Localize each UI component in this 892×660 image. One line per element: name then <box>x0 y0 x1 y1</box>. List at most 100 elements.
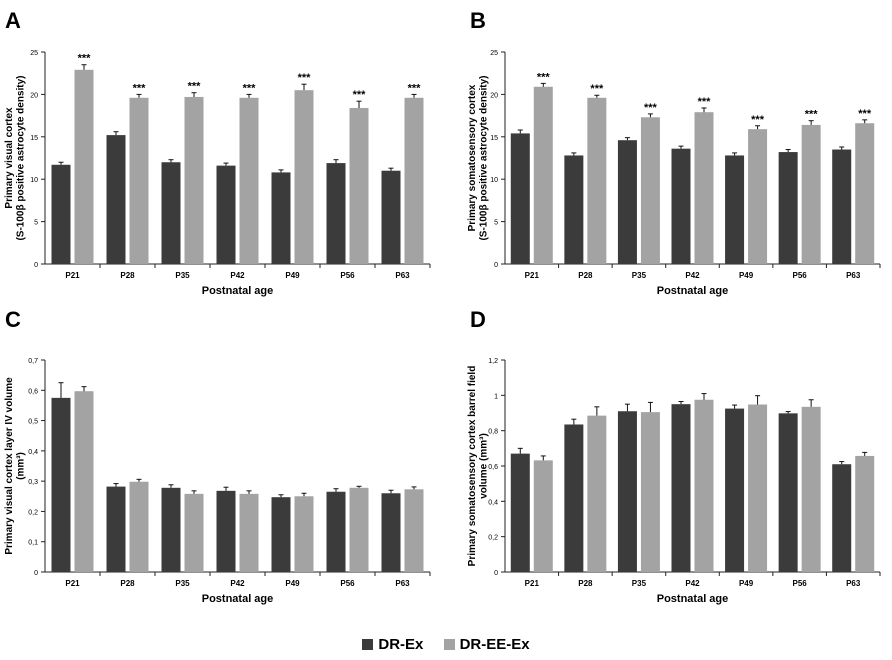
panel-b-significance-marker: *** <box>751 114 765 126</box>
panel-a-bar-dr-ee-ex <box>294 90 314 264</box>
panel-d-x-tick-label: P63 <box>846 579 861 588</box>
panel-b-significance-marker: *** <box>644 102 658 114</box>
panel-c-x-tick-label: P56 <box>340 579 355 588</box>
panel-a-y-tick-label: 5 <box>34 220 38 227</box>
panel-b-x-tick-label: P56 <box>793 271 808 280</box>
panel-d-x-tick-label: P49 <box>739 579 754 588</box>
panel-a-x-tick-label: P56 <box>340 271 355 280</box>
chart-legend: DR-Ex DR-EE-Ex <box>0 636 892 654</box>
panel-c-bar-dr-ex <box>51 397 71 572</box>
panel-d-bar-dr-ex <box>832 464 852 572</box>
panel-c-y-axis-label: Primary visual cortex layer IV volume(mm… <box>4 377 27 555</box>
panel-d-y-tick-label: 0,4 <box>488 499 498 506</box>
panel-c-x-tick-label: P42 <box>230 579 245 588</box>
panel-b-x-tick-label: P35 <box>632 271 647 280</box>
panel-b-x-tick-label: P28 <box>578 271 593 280</box>
panel-c-y-tick-label: 0,6 <box>28 388 38 395</box>
panel-a-bar-dr-ee-ex <box>404 97 424 265</box>
panel-b-y-tick-label: 0 <box>494 262 498 269</box>
panel-b-x-tick-label: P63 <box>846 271 861 280</box>
panel-a-significance-marker: *** <box>298 72 312 84</box>
panel-d-bar-dr-ex <box>671 404 691 572</box>
panel-c-bar-dr-ex <box>161 487 181 572</box>
legend-item-dr-ee-ex: DR-EE-Ex <box>443 636 530 653</box>
panel-c-x-tick-label: P28 <box>120 579 135 588</box>
panel-a-y-axis-label-line: Primary visual cortex <box>4 107 15 209</box>
panel-a-y-tick-label: 15 <box>30 135 38 142</box>
panel-d-letter: D <box>470 307 486 332</box>
panel-d-y-tick-label: 0 <box>494 570 498 577</box>
legend-swatch-dr-ee-ex <box>443 639 455 650</box>
panel-a-bar-dr-ee-ex <box>184 96 204 264</box>
panel-b-bar-dr-ex <box>671 148 691 264</box>
panel-b-y-axis-label: Primary somatosensory cortex(S-100β posi… <box>467 75 490 240</box>
panel-b-bar-dr-ee-ex <box>748 129 768 264</box>
legend-swatch-dr-ex <box>362 639 374 650</box>
panel-b-x-axis-label: Postnatal age <box>657 285 729 297</box>
panel-d-bar-dr-ex <box>564 424 584 572</box>
panel-c-bar-dr-ee-ex <box>349 487 369 572</box>
panel-a-bar-dr-ex <box>381 170 401 264</box>
panel-d-bar-dr-ee-ex <box>748 404 768 572</box>
panel-c-bar-dr-ex <box>216 490 236 572</box>
panel-c-y-axis-label-line: (mm³) <box>16 452 27 480</box>
panel-d-y-tick-label: 1,2 <box>488 358 498 365</box>
panel-b-significance-marker: *** <box>805 109 819 121</box>
panel-c-y-tick-label: 0,7 <box>28 358 38 365</box>
panel-a-x-tick-label: P35 <box>175 271 190 280</box>
panel-c-y-tick-label: 0,4 <box>28 449 38 456</box>
legend-label-dr-ex: DR-Ex <box>378 636 424 653</box>
panel-c-y-tick-label: 0 <box>34 570 38 577</box>
panel-a-x-tick-label: P49 <box>285 271 300 280</box>
panel-d-bar-dr-ex <box>510 453 530 572</box>
panel-a-y-tick-label: 20 <box>30 92 38 99</box>
panel-b-y-axis-label-line: Primary somatosensory cortex <box>467 84 478 231</box>
panel-b-y-tick-label: 5 <box>494 220 498 227</box>
panel-c-letter: C <box>5 307 21 332</box>
panel-d-y-tick-label: 1 <box>494 393 498 400</box>
panel-a-y-axis-label: Primary visual cortex(S-100β positive as… <box>4 75 27 240</box>
panel-c-bar-dr-ex <box>271 497 291 572</box>
panel-a-bar-dr-ex <box>51 164 71 264</box>
panel-c-bar-dr-ee-ex <box>239 493 259 572</box>
panel-d-bar-dr-ee-ex <box>533 460 553 572</box>
panel-d-bar-dr-ex <box>725 408 745 572</box>
panel-b-bar-dr-ex <box>617 140 637 264</box>
panel-c-x-tick-label: P49 <box>285 579 300 588</box>
panel-b-y-axis-label-line: (S-100β positive astrocyte density) <box>479 75 490 240</box>
panel-c-x-tick-label: P21 <box>65 579 80 588</box>
panel-b-bar-dr-ex <box>564 155 584 264</box>
panel-c-x-axis-label: Postnatal age <box>202 593 274 605</box>
panel-b-bar-dr-ee-ex <box>801 124 821 264</box>
panel-a-bar-dr-ee-ex <box>239 97 259 265</box>
panel-a-significance-marker: *** <box>133 82 147 94</box>
panel-d-x-axis-label: Postnatal age <box>657 593 729 605</box>
panel-a-bar-dr-ee-ex <box>129 97 149 265</box>
panel-a-bar-dr-ex <box>161 162 181 264</box>
panel-c-bar-dr-ee-ex <box>294 496 314 572</box>
panel-a-y-axis-label-line: (S-100β positive astrocyte density) <box>16 75 27 240</box>
panel-c-x-tick-label: P63 <box>395 579 410 588</box>
panel-d-y-tick-label: 0,8 <box>488 429 498 436</box>
panel-a-significance-marker: *** <box>243 82 257 94</box>
panel-d-y-tick-label: 0,2 <box>488 535 498 542</box>
panel-a-x-axis-label: Postnatal age <box>202 285 274 297</box>
panel-c-bar-dr-ex <box>106 486 126 572</box>
panel-b-x-tick-label: P21 <box>525 271 540 280</box>
panel-c-bar-dr-ee-ex <box>129 481 149 572</box>
panel-b-bar-dr-ex <box>832 149 852 264</box>
panel-d-x-tick-label: P56 <box>793 579 808 588</box>
panel-b-letter: B <box>470 8 486 33</box>
panel-b-bar-dr-ex <box>778 152 798 264</box>
panel-b-y-tick-label: 20 <box>490 92 498 99</box>
panel-d-y-tick-label: 0,6 <box>488 464 498 471</box>
legend-label-dr-ee-ex: DR-EE-Ex <box>459 636 530 653</box>
panel-d-y-axis-label-line: Primary somatosensory cortex barrel fiel… <box>467 366 478 567</box>
panel-b-x-tick-label: P42 <box>685 271 700 280</box>
panel-c-bar-dr-ee-ex <box>404 489 424 572</box>
panel-d-bar-dr-ee-ex <box>694 399 714 572</box>
panel-c-y-tick-label: 0,2 <box>28 509 38 516</box>
panel-b-y-tick-label: 15 <box>490 135 498 142</box>
panel-d-bar-dr-ee-ex <box>801 406 821 572</box>
panel-d-bar-dr-ex <box>617 411 637 572</box>
